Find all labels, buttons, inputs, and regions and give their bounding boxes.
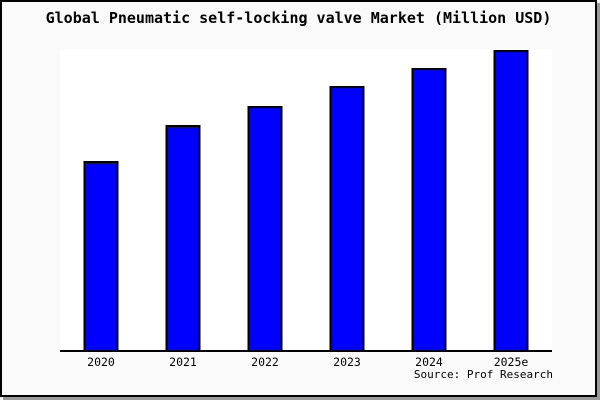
bar-slot-2022 xyxy=(224,49,306,350)
x-tick-label-2021: 2021 xyxy=(169,355,197,369)
x-tick-label-2022: 2022 xyxy=(251,355,279,369)
x-tick-label-2020: 2020 xyxy=(87,355,115,369)
source-credit: Source: Prof Research xyxy=(413,368,553,381)
bar-2023 xyxy=(329,86,365,350)
bar-2024 xyxy=(411,68,447,350)
bar-2025e xyxy=(493,50,529,350)
bar-slot-2025e xyxy=(470,49,552,350)
bar-2020 xyxy=(83,161,119,350)
plot-area xyxy=(60,49,552,352)
bar-slot-2020 xyxy=(60,49,142,350)
bar-slot-2023 xyxy=(306,49,388,350)
x-axis-labels: 2020 2021 2022 2023 2024 2025e xyxy=(60,355,552,369)
x-tick-label-2023: 2023 xyxy=(333,355,361,369)
bar-slot-2021 xyxy=(142,49,224,350)
bar-slot-2024 xyxy=(388,49,470,350)
bar-2022 xyxy=(247,105,283,350)
x-tick-label-2025e: 2025e xyxy=(493,355,529,369)
bar-2021 xyxy=(165,125,201,350)
x-tick-label-2024: 2024 xyxy=(415,355,443,369)
chart-title: Global Pneumatic self-locking valve Mark… xyxy=(45,9,552,27)
